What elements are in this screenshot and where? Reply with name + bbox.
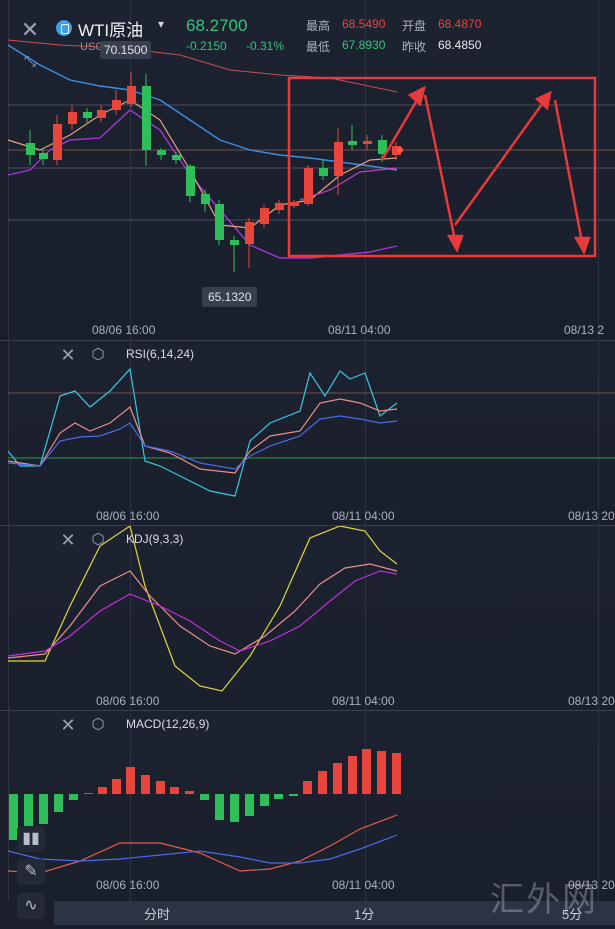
macd-chart[interactable] [0,711,615,901]
price-change: -0.2150 [186,39,227,53]
grid-line [130,0,131,901]
time-tick: 08/13 20 [568,878,615,892]
draw-tool-icon[interactable]: ✎ [17,859,45,885]
time-tick: 08/11 04:00 [332,509,395,523]
settings-icon[interactable]: ⬡ [91,716,105,733]
period-bar [54,901,615,925]
annotation-box [287,76,597,258]
time-tick: 08/06 16:00 [96,694,160,708]
rsi-label: RSI(6,14,24) [126,347,195,361]
pane-divider [0,525,615,526]
candle-type-icon[interactable]: ▮▮ [17,826,45,852]
settings-icon[interactable]: ⬡ [91,346,105,363]
prev-close-value: 68.4850 [438,38,482,52]
close-icon[interactable]: ✕ [60,345,76,365]
time-tick: 08/06 16:00 [92,323,156,337]
candlestick-chart[interactable] [0,0,615,340]
pane-divider [0,340,615,341]
grid-line [8,0,9,901]
time-tick: 08/13 20 [568,509,615,523]
time-tick: 08/13 20 [568,694,615,708]
time-tick: 08/11 04:00 [332,878,395,892]
high-label: 最高 [306,19,331,33]
grid-line [365,0,366,901]
low-value: 67.8930 [342,38,386,52]
time-tick: 08/11 04:00 [332,694,395,708]
time-tick: 08/06 16:00 [96,509,160,523]
time-tick: 08/06 16:00 [96,878,160,892]
prev-close-label: 昨收 [402,40,427,54]
macd-pane[interactable] [8,711,615,901]
open-label: 开盘 [402,19,427,33]
tab-1min[interactable]: 1分 [354,907,375,922]
market-logo-icon [56,20,72,36]
macd-histogram [9,749,401,840]
settings-icon[interactable]: ⬡ [91,531,105,548]
tab-5min[interactable]: 5分 [562,907,583,922]
annotation-arrows [380,85,591,255]
pane-divider [0,710,615,711]
close-icon[interactable]: ✕ [60,715,76,735]
watermark-logo: 汇外网 [490,880,598,920]
grid-line [598,0,599,901]
indicator-icon[interactable]: ∿ [17,893,45,919]
time-tick: 08/13 2 [564,323,605,337]
symbol-dropdown-icon[interactable]: ▾ [158,17,165,31]
kdj-label: KDJ(9,3,3) [126,532,184,546]
low-label: 最低 [306,40,331,54]
max-price-marker: 70.1500 [100,41,152,59]
close-icon[interactable]: ✕ [20,17,40,42]
kdj-chart[interactable] [0,526,615,710]
macd-label: MACD(12,26,9) [126,717,210,731]
tab-timeline[interactable]: 分时 [144,907,171,922]
min-price-marker: 65.1320 [202,287,258,307]
high-value: 68.5490 [342,17,386,31]
kdj-pane[interactable] [8,526,615,710]
rsi-chart[interactable] [0,341,615,525]
price-change-pct: -0.31% [246,39,285,53]
time-tick: 08/11 04:00 [328,323,391,337]
symbol-title[interactable]: WTI原油 [78,21,144,40]
last-price: 68.2700 [186,16,248,35]
open-value: 68.4870 [438,17,482,31]
candles [26,72,401,272]
close-icon[interactable]: ✕ [60,530,76,550]
